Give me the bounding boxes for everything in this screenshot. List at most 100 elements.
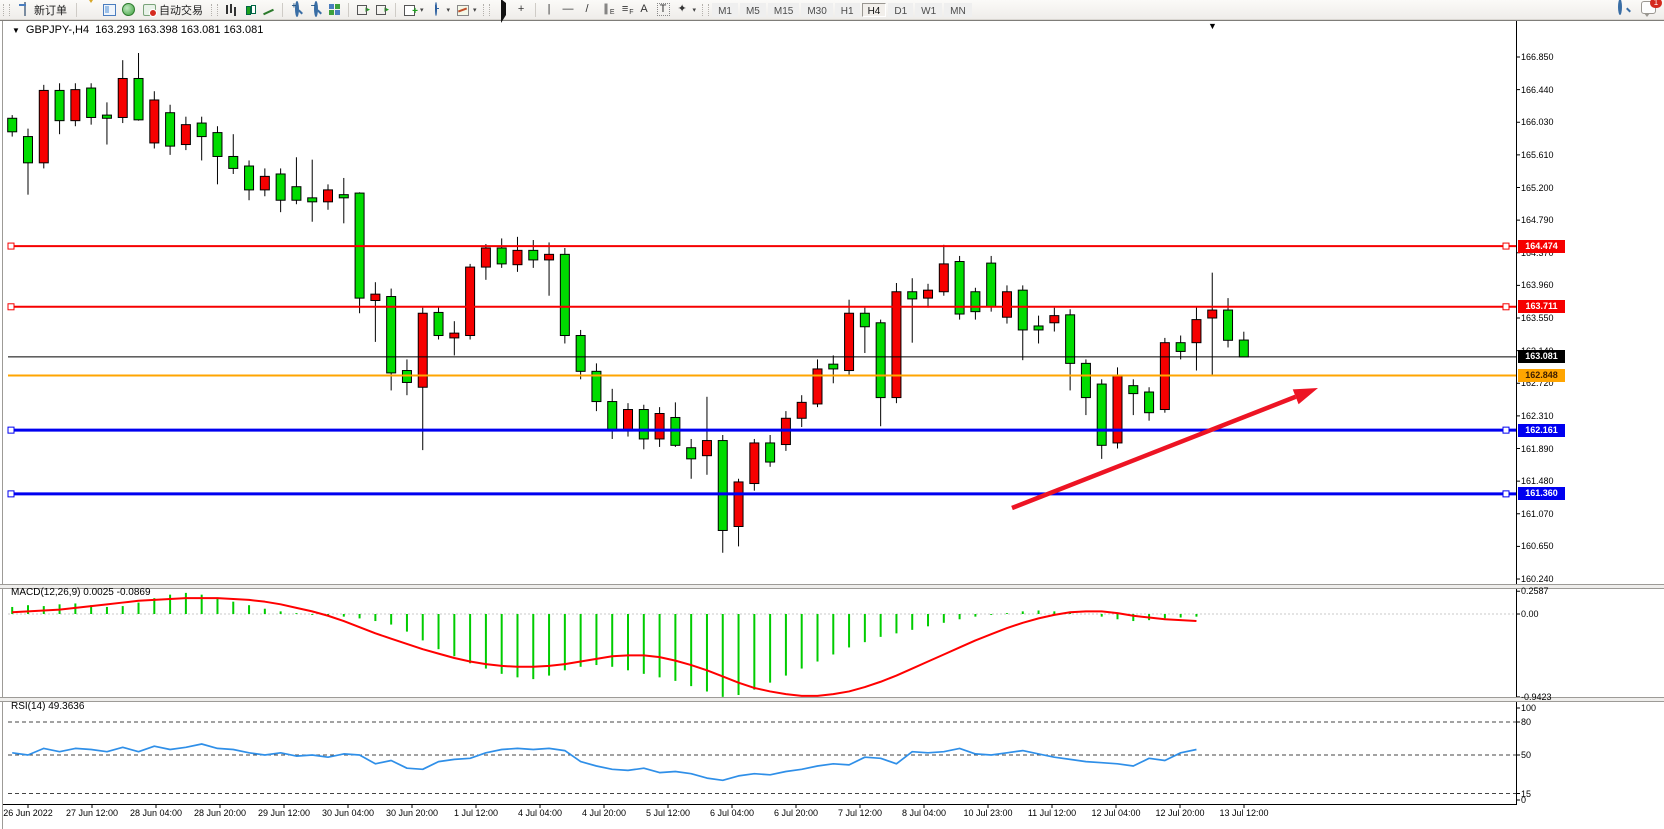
rsi-panel-separator[interactable]	[0, 697, 1664, 702]
indicators-button[interactable]: ▾	[453, 2, 480, 18]
zoom-in-button[interactable]: +	[287, 1, 306, 18]
horizontal-line-button[interactable]: —	[559, 2, 578, 18]
market-watch-button[interactable]	[100, 2, 119, 18]
timeframe-m5-button[interactable]: M5	[739, 2, 766, 17]
fibonacci-button[interactable]: ≡ F	[616, 2, 635, 18]
candle-down	[1017, 289, 1028, 331]
periods-button[interactable]: ▾	[427, 2, 454, 18]
autotrade-button[interactable]: 自动交易	[138, 2, 208, 18]
candle-up	[701, 440, 712, 457]
tile-windows-button[interactable]	[325, 2, 344, 18]
price-tick-label: 164.790	[1521, 215, 1554, 226]
vertical-line-button[interactable]: |	[540, 2, 559, 18]
chart-list-button[interactable]	[81, 0, 100, 18]
hline-handle[interactable]	[7, 242, 15, 250]
candle-down	[165, 112, 176, 147]
notifications-button[interactable]: 1	[1641, 0, 1662, 17]
timeframe-mn-button[interactable]: MN	[944, 2, 972, 17]
candle-down	[559, 253, 570, 337]
candle-up	[449, 332, 460, 339]
line-chart-button[interactable]	[259, 2, 278, 18]
text-tool-button[interactable]: A	[635, 2, 654, 18]
hline-handle[interactable]	[1502, 490, 1510, 498]
candle-down	[607, 401, 618, 432]
hline-handle[interactable]	[1502, 303, 1510, 311]
macd-panel-separator[interactable]	[0, 584, 1664, 589]
chart-shift-button[interactable]	[372, 2, 391, 18]
main-toolbar: 新订单 自动交易 + − ▾ ▾ ▾ + | — / ∥E ≡F A	[0, 0, 1664, 23]
toolbar-grip[interactable]	[211, 3, 218, 16]
timeframe-h1-button[interactable]: H1	[834, 2, 860, 17]
tile-windows-icon	[328, 3, 341, 16]
rsi-scale-label: 0	[1521, 795, 1527, 805]
hline-handle[interactable]	[7, 490, 15, 498]
candle-down	[433, 311, 444, 337]
candlestick-icon	[243, 3, 256, 16]
rsi-scale-label: 50	[1521, 750, 1532, 760]
candle-up	[733, 481, 744, 527]
macd-scale-label: 0.2587	[1521, 586, 1549, 597]
timeframe-w1-button[interactable]: W1	[915, 2, 943, 17]
time-tick-label: 11 Jul 12:00	[1027, 808, 1077, 818]
time-tick-label: 30 Jun 20:00	[385, 808, 439, 818]
crosshair-button[interactable]: +	[512, 2, 531, 18]
trendline-button[interactable]: /	[578, 2, 597, 18]
hline-handle[interactable]	[1502, 426, 1510, 434]
new-chart-button[interactable]: ▾	[400, 2, 427, 18]
zoom-out-icon: −	[311, 1, 318, 17]
timeframe-h4-button[interactable]: H4	[861, 2, 887, 17]
bar-chart-button[interactable]	[221, 2, 240, 18]
candle-up	[465, 266, 476, 337]
time-tick-label: 12 Jul 20:00	[1155, 808, 1205, 818]
search-button[interactable]	[1618, 0, 1631, 15]
cursor-button[interactable]	[493, 0, 512, 23]
crosshair-icon: +	[517, 3, 525, 15]
macd-label: MACD(12,26,9) 0.0025 -0.0869	[11, 587, 151, 598]
chart-menu-icon[interactable]: ▼	[1208, 21, 1217, 31]
candle-down	[638, 409, 649, 440]
candle-down	[828, 363, 839, 370]
time-tick-label: 8 Jul 04:00	[901, 808, 947, 818]
trend-arrow-line[interactable]	[1011, 394, 1297, 511]
auto-scroll-button[interactable]	[353, 2, 372, 18]
hline-handle[interactable]	[7, 426, 15, 434]
clock-icon	[435, 2, 438, 16]
timeframe-m30-button[interactable]: M30	[801, 2, 833, 17]
timeframe-m1-button[interactable]: M1	[712, 2, 738, 17]
candle-down	[54, 89, 65, 122]
candle-up	[844, 312, 855, 372]
time-tick-label: 1 Jul 12:00	[453, 808, 499, 818]
channel-button[interactable]: ∥ E	[597, 2, 616, 18]
chart-symbol-period: GBPJPY-,H4	[25, 24, 90, 36]
hline-handle[interactable]	[1502, 242, 1510, 250]
time-tick-label: 27 Jun 12:00	[65, 808, 119, 818]
price-tick-label: 164.370	[1521, 247, 1554, 258]
data-window-button[interactable]	[119, 2, 138, 18]
toolbar-grip[interactable]	[482, 3, 490, 16]
candlestick-button[interactable]	[240, 2, 259, 18]
timeframe-d1-button[interactable]: D1	[888, 2, 914, 17]
candle-up	[1191, 319, 1202, 344]
time-tick-label: 26 Jun 2022	[3, 808, 53, 818]
label-tool-button[interactable]: T	[654, 2, 673, 18]
chart-dropdown-icon[interactable]: ▼	[12, 25, 20, 35]
rsi-scale-label: 80	[1521, 717, 1532, 727]
timeframe-m15-button[interactable]: M15	[767, 2, 800, 17]
candle-up	[512, 249, 523, 266]
time-tick-label: 29 Jun 12:00	[257, 808, 311, 818]
trend-arrow-head[interactable]	[1292, 388, 1318, 405]
autotrade-label: 自动交易	[159, 4, 203, 17]
arrows-tool-button[interactable]: ✦ ▾	[673, 2, 700, 18]
hline-handle[interactable]	[7, 303, 15, 311]
new-order-button[interactable]: 新订单	[13, 2, 72, 18]
toolbar-grip[interactable]	[3, 3, 10, 16]
price-tick-label: 165.200	[1521, 182, 1554, 193]
toolbar-grip[interactable]	[702, 3, 710, 16]
candle-down	[1080, 362, 1091, 399]
zoom-out-button[interactable]: −	[306, 1, 325, 18]
price-badge-162.161: 162.161	[1518, 423, 1565, 437]
candle-down	[291, 186, 302, 201]
rsi-scale-label: 15	[1521, 788, 1532, 799]
candle-down	[244, 165, 255, 191]
window-left-highlight	[3, 21, 4, 829]
